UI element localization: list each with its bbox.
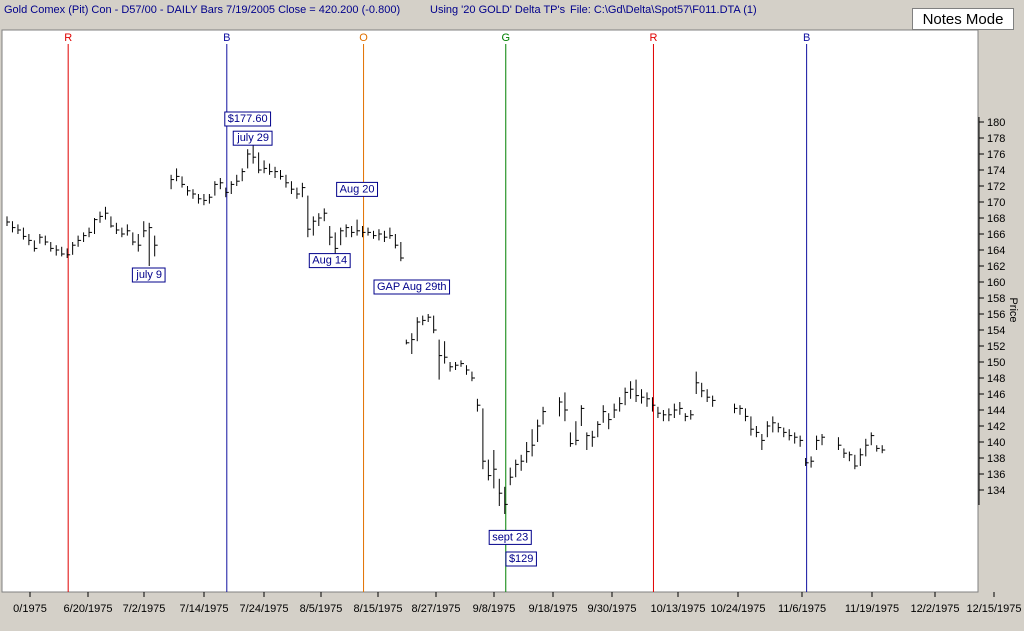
y-tick-label: 162 xyxy=(987,261,1005,273)
y-tick-label: 160 xyxy=(987,277,1005,289)
y-tick-label: 144 xyxy=(987,405,1005,417)
y-tick-label: 180 xyxy=(987,117,1005,129)
y-tick-label: 134 xyxy=(987,485,1005,497)
using-label: Using '20 GOLD' Delta TP's xyxy=(430,4,566,16)
y-tick-label: 172 xyxy=(987,181,1005,193)
y-tick-label: 168 xyxy=(987,213,1005,225)
annotation-box xyxy=(505,551,537,567)
x-tick-label: 6/20/1975 xyxy=(64,603,113,615)
y-tick-label: 148 xyxy=(987,373,1005,385)
y-tick-label: 138 xyxy=(987,453,1005,465)
y-tick-label: 164 xyxy=(987,245,1005,257)
chart-title: Gold Comex (Pit) Con - D57/00 - DAILY Ba… xyxy=(4,4,401,16)
y-tick-label: 170 xyxy=(987,197,1005,209)
x-tick-label: 8/27/1975 xyxy=(412,603,461,615)
annotation-label: july 29 xyxy=(236,132,269,144)
y-tick-label: 150 xyxy=(987,357,1005,369)
y-tick-label: 136 xyxy=(987,469,1005,481)
annotation-label: Aug 14 xyxy=(312,255,347,267)
x-tick-label: 7/2/1975 xyxy=(123,603,166,615)
y-tick-label: 166 xyxy=(987,229,1005,241)
x-tick-label: 11/6/1975 xyxy=(778,603,826,615)
y-tick-label: 154 xyxy=(987,325,1005,337)
y-tick-label: 146 xyxy=(987,389,1005,401)
marker-letter-R: R xyxy=(64,32,72,44)
file-label: File: C:\Gd\Delta\Spot57\F011.DTA (1) xyxy=(570,4,757,16)
x-tick-label: 7/14/1975 xyxy=(180,603,229,615)
y-tick-label: 176 xyxy=(987,149,1005,161)
x-tick-label: 7/24/1975 xyxy=(240,603,289,615)
annotation-box xyxy=(232,130,273,146)
y-tick-label: 142 xyxy=(987,421,1005,433)
annotation-label: $129 xyxy=(509,553,533,565)
x-tick-label: 9/30/1975 xyxy=(588,603,637,615)
annotation-box xyxy=(488,529,532,545)
x-tick-label: 10/13/1975 xyxy=(650,603,705,615)
annotation-box xyxy=(373,279,451,295)
y-tick-label: 140 xyxy=(987,437,1005,449)
y-tick-label: 158 xyxy=(987,293,1005,305)
x-tick-label: 8/15/1975 xyxy=(354,603,403,615)
annotation-box xyxy=(224,111,272,127)
x-tick-label: 9/18/1975 xyxy=(529,603,578,615)
plot-background xyxy=(1,29,979,593)
marker-letter-G: G xyxy=(501,32,510,44)
annotation-label: GAP Aug 29th xyxy=(377,281,447,293)
x-tick-label: 12/2/1975 xyxy=(911,603,960,615)
annotation-label: sept 23 xyxy=(492,531,528,543)
price-chart: 134 136 138 140 142 144 146 148 150 152 154 156 158 1… xyxy=(1,29,1022,615)
annotation-box xyxy=(336,181,379,197)
y-tick-label: 174 xyxy=(987,165,1005,177)
x-tick-label: 12/15/1975 xyxy=(966,603,1021,615)
marker-letter-O: O xyxy=(359,32,368,44)
y-tick-label: 178 xyxy=(987,133,1005,145)
chart-header: Gold Comex (Pit) Con - D57/00 - DAILY Ba… xyxy=(0,0,1024,22)
chart-area: 134 136 138 140 142 144 146 148 150 152 154 156 158 1… xyxy=(0,22,1024,626)
x-tick-label: 0/1975 xyxy=(13,603,47,615)
y-tick-label: 156 xyxy=(987,309,1005,321)
annotation-box xyxy=(131,267,166,283)
notes-mode-button[interactable]: Notes Mode xyxy=(912,8,1014,30)
annotation-box xyxy=(308,253,351,269)
x-tick-label: 8/5/1975 xyxy=(300,603,343,615)
marker-letter-R: R xyxy=(649,32,657,44)
y-axis-label: Price xyxy=(1007,297,1019,322)
x-tick-label: 11/19/1975 xyxy=(845,603,899,615)
marker-letter-B: B xyxy=(223,32,230,44)
y-tick-label: 152 xyxy=(987,341,1005,353)
annotation-label: $177.60 xyxy=(228,113,268,125)
annotation-label: Aug 20 xyxy=(340,183,375,195)
annotation-label: july 9 xyxy=(135,269,162,281)
x-tick-label: 10/24/1975 xyxy=(710,603,765,615)
x-tick-label: 9/8/1975 xyxy=(473,603,516,615)
marker-letter-B: B xyxy=(803,32,810,44)
